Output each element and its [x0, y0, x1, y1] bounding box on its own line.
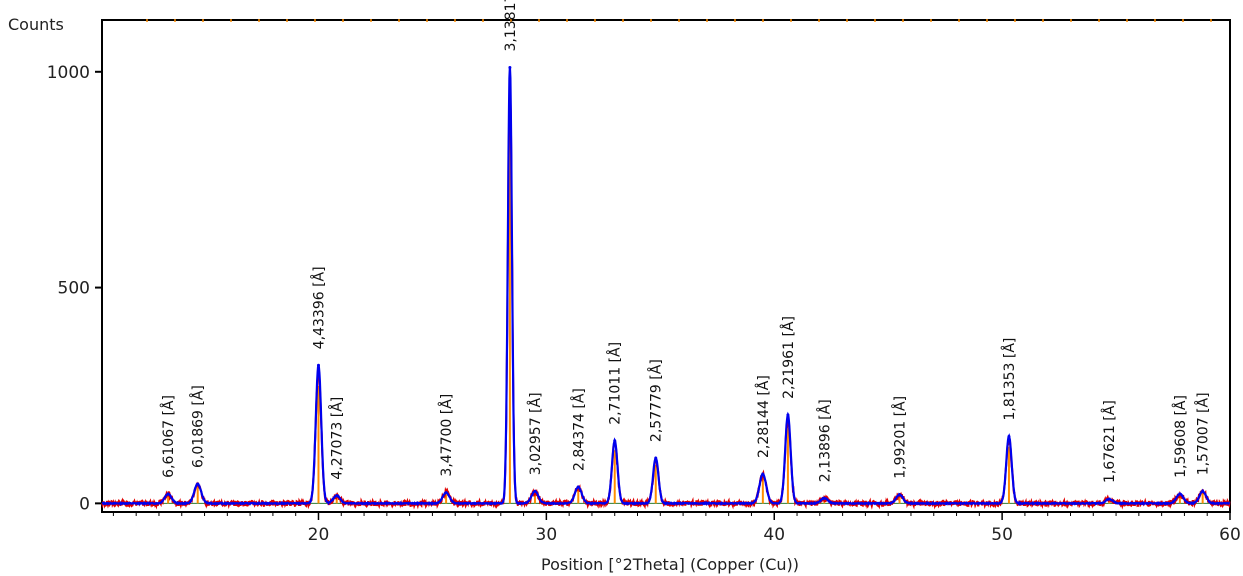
peak-label: 1,99201 [Å]	[892, 396, 909, 479]
peak-label: 2,28144 [Å]	[755, 375, 772, 458]
peak-label: 1,81353 [Å]	[1001, 338, 1018, 421]
peak-point	[822, 496, 826, 500]
peak-point	[444, 491, 448, 495]
x-tick-label: 50	[991, 525, 1013, 545]
x-tick-label: 60	[1219, 525, 1241, 545]
peak-label: 6,01869 [Å]	[190, 385, 207, 468]
peak-point	[761, 472, 765, 476]
peak-label: 3,02957 [Å]	[527, 392, 544, 475]
peak-label: 2,71011 [Å]	[607, 342, 624, 425]
peak-point	[1178, 492, 1182, 496]
peak-point	[654, 456, 658, 460]
peak-label: 1,59608 [Å]	[1172, 395, 1189, 478]
peak-label: 2,57779 [Å]	[648, 359, 665, 442]
peak-label: 1,57007 [Å]	[1195, 392, 1212, 475]
y-tick-label: 500	[58, 279, 90, 299]
peak-label: 3,13817 [Å]	[502, 0, 519, 51]
peak-point	[196, 482, 200, 486]
peak-point	[508, 65, 512, 69]
peak-point	[335, 494, 339, 498]
peak-label: 4,43396 [Å]	[310, 266, 327, 349]
x-tick-label: 20	[308, 525, 330, 545]
observed-pattern-line	[101, 82, 1231, 510]
peak-point	[898, 493, 902, 497]
x-axis-title: Position [°2Theta] (Copper (Cu))	[541, 555, 799, 574]
x-tick-label: 30	[536, 525, 558, 545]
peak-point	[316, 363, 320, 367]
peak-point	[613, 439, 617, 443]
peak-label: 2,21961 [Å]	[780, 316, 797, 399]
calculated-pattern-line	[101, 67, 1231, 507]
peak-label: 2,13896 [Å]	[816, 399, 833, 482]
peak-point	[166, 492, 170, 496]
peak-point	[786, 413, 790, 417]
peak-point	[1201, 489, 1205, 493]
peak-label: 2,84374 [Å]	[570, 388, 587, 471]
peak-label: 6,61067 [Å]	[160, 395, 177, 478]
plot-frame	[101, 19, 1231, 513]
peak-point	[576, 485, 580, 489]
y-tick-label: 0	[79, 494, 90, 514]
x-tick-label: 40	[763, 525, 785, 545]
peak-point	[533, 489, 537, 493]
peak-label: 4,27073 [Å]	[329, 397, 346, 480]
y-axis-title: Counts	[8, 15, 64, 34]
y-tick-label: 1000	[47, 63, 90, 83]
peak-label: 1,67621 [Å]	[1101, 400, 1118, 483]
peak-point	[1107, 497, 1111, 501]
peak-label: 3,47700 [Å]	[438, 394, 455, 477]
peak-point	[1007, 434, 1011, 438]
